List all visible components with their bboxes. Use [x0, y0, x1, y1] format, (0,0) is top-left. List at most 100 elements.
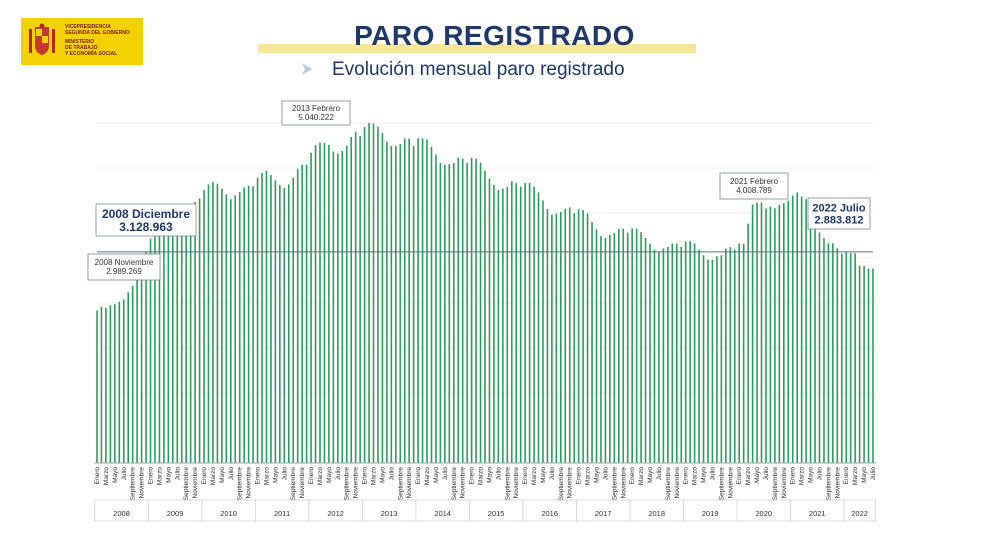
month-tick-label: Julio — [602, 467, 609, 481]
month-tick-label: Septiembre — [344, 467, 351, 501]
month-tick-label: Mayo — [540, 467, 547, 483]
month-tick-label: Mayo — [433, 467, 440, 483]
month-tick-label: Enero — [843, 467, 850, 485]
month-tick-label: Marzo — [103, 467, 110, 485]
month-tick-label: Enero — [469, 467, 476, 485]
year-label: 2021 — [809, 509, 826, 518]
month-tick-label: Julio — [442, 467, 449, 481]
year-label: 2013 — [381, 509, 398, 518]
month-tick-label: Mayo — [272, 467, 279, 483]
month-tick-label: Julio — [549, 467, 556, 481]
month-tick-label: Enero — [94, 467, 101, 485]
chevron-right-icon — [302, 63, 312, 75]
month-tick-label: Mayo — [219, 467, 226, 483]
month-tick-label: Septiembre — [772, 467, 779, 501]
ministry-line-3: MINISTERIO — [65, 39, 95, 45]
month-tick-label: Enero — [362, 467, 369, 485]
annotation-label: 2008 Noviembre — [95, 258, 154, 267]
month-tick-label: Enero — [148, 467, 155, 485]
month-tick-label: Septiembre — [718, 467, 725, 501]
month-tick-label: Septiembre — [558, 467, 565, 501]
month-tick-label: Marzo — [371, 467, 378, 485]
month-tick-label: Julio — [709, 467, 716, 481]
month-tick-label: Mayo — [861, 467, 868, 483]
month-tick-label: Septiembre — [504, 467, 511, 501]
month-tick-label: Noviembre — [727, 467, 734, 499]
month-tick-label: Marzo — [692, 467, 699, 485]
month-tick-label: Mayo — [326, 467, 333, 483]
month-tick-label: Julio — [121, 467, 128, 481]
year-label: 2010 — [220, 509, 237, 518]
month-tick-label: Mayo — [112, 467, 119, 483]
year-label: 2022 — [851, 509, 868, 518]
year-label: 2009 — [167, 509, 184, 518]
page-subtitle: Evolución mensual paro registrado — [332, 59, 625, 80]
ministry-line-5: Y ECONOMÍA SOCIAL — [65, 51, 118, 57]
ministry-line-2: SEGUNDA DEL GOBIERNO — [65, 30, 130, 36]
month-tick-label: Enero — [576, 467, 583, 485]
month-tick-label: Noviembre — [192, 467, 199, 499]
month-tick-label: Enero — [629, 467, 636, 485]
annotation-box — [719, 172, 789, 200]
month-tick-label: Mayo — [486, 467, 493, 483]
ministry-name: VICEPRESIDENCIA SEGUNDA DEL GOBIERNO MIN… — [65, 24, 141, 57]
month-tick-label: Enero — [790, 467, 797, 485]
government-logo: VICEPRESIDENCIA SEGUNDA DEL GOBIERNO MIN… — [21, 18, 143, 65]
month-tick-label: Julio — [281, 467, 288, 481]
month-tick-label: Mayo — [808, 467, 815, 483]
year-label: 2017 — [595, 509, 612, 518]
month-tick-label: Septiembre — [451, 467, 458, 501]
annotation-box — [281, 100, 351, 126]
page-title: PARO REGISTRADO — [354, 20, 635, 51]
month-tick-label: Noviembre — [460, 467, 467, 499]
annotation-label: 2008 Diciembre — [102, 207, 190, 221]
month-tick-label: Enero — [522, 467, 529, 485]
month-tick-label: Julio — [870, 467, 877, 481]
month-tick-label: Marzo — [317, 467, 324, 485]
month-tick-label: Enero — [736, 467, 743, 485]
month-tick-label: Noviembre — [299, 467, 306, 499]
month-tick-label: Septiembre — [825, 467, 832, 501]
month-tick-label: Mayo — [165, 467, 172, 483]
month-tick-label: Mayo — [701, 467, 708, 483]
month-tick-label: Septiembre — [290, 467, 297, 501]
month-tick-label: Enero — [201, 467, 208, 485]
month-tick-label: Julio — [335, 467, 342, 481]
annotation-value: 2.883.812 — [815, 215, 864, 227]
month-tick-label: Noviembre — [781, 467, 788, 499]
annotation-box — [807, 197, 871, 230]
month-tick-label: Marzo — [478, 467, 485, 485]
month-tick-label: Noviembre — [513, 467, 520, 499]
annotation-label: 2022 Julio — [812, 203, 865, 215]
month-tick-label: Marzo — [156, 467, 163, 485]
year-label: 2015 — [488, 509, 505, 518]
month-tick-label: Mayo — [647, 467, 654, 483]
month-tick-label: Enero — [308, 467, 315, 485]
ministry-line-4: DE TRABAJO — [65, 45, 98, 51]
month-tick-label: Septiembre — [130, 467, 137, 501]
month-tick-label: Marzo — [745, 467, 752, 485]
month-tick-label: Septiembre — [183, 467, 190, 501]
month-tick-label: Septiembre — [611, 467, 618, 501]
month-tick-label: Septiembre — [397, 467, 404, 501]
month-tick-label: Septiembre — [665, 467, 672, 501]
month-tick-label: Marzo — [263, 467, 270, 485]
annotation-value: 2.989.269 — [106, 267, 142, 276]
coat-of-arms-icon — [29, 23, 55, 55]
month-tick-label: Marzo — [424, 467, 431, 485]
month-tick-label: Mayo — [379, 467, 386, 483]
month-tick-label: Marzo — [585, 467, 592, 485]
month-tick-label: Noviembre — [567, 467, 574, 499]
year-label: 2012 — [327, 509, 344, 518]
year-label: 2018 — [648, 509, 665, 518]
ministry-line-1: VICEPRESIDENCIA — [65, 24, 111, 30]
month-tick-label: Noviembre — [139, 467, 146, 499]
month-tick-label: Noviembre — [834, 467, 841, 499]
year-label: 2019 — [702, 509, 719, 518]
month-tick-label: Enero — [683, 467, 690, 485]
annotation-value: 5.040.222 — [298, 113, 334, 122]
month-tick-label: Mayo — [754, 467, 761, 483]
month-tick-label: Noviembre — [674, 467, 681, 499]
month-tick-label: Julio — [656, 467, 663, 481]
